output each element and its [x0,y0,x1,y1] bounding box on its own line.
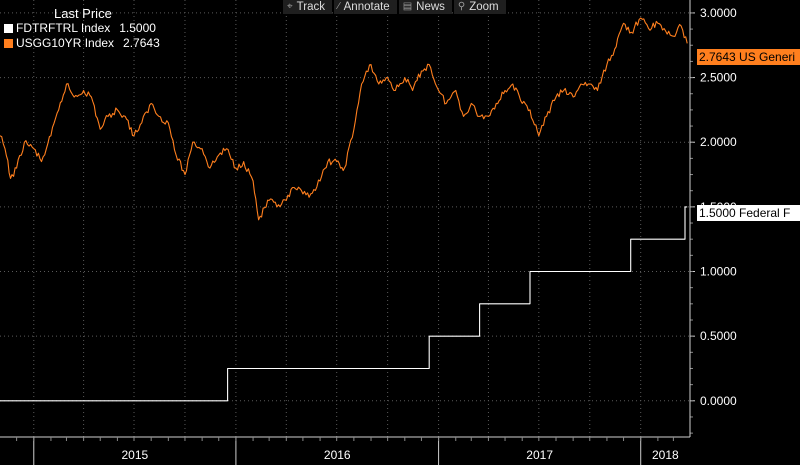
x-axis: 2015 2016 2017 2018 [0,436,690,465]
legend-label-yield: USGG10YR Index [16,36,115,50]
y-tick-label: 2.0000 [700,135,737,149]
y-tick-label: 1.0000 [700,265,737,279]
annotate-button[interactable]: ∕ Annotate [333,0,397,14]
magnifier-icon: ⚲ [457,1,466,12]
legend-title: Last Price [54,6,112,21]
y-tick-label: 2.5000 [700,71,737,85]
last-price-label-yield-text: 2.7643 US Generi [699,50,796,64]
x-axis-background [0,438,800,465]
crosshair-icon: ⌖ [287,1,293,12]
series-line-usgg10yr [0,17,688,221]
y-tick-label: 0.0000 [700,394,737,408]
series-line-fdtrftrl [0,206,688,402]
legend-label-fed: FDTRFTRL Index [16,21,111,35]
chart-toolbar: ⌖ Track ∕ Annotate ▤ News ⚲ Zoom [283,0,506,14]
legend-value-fed: 1.5000 [119,21,156,35]
last-price-label-fed-text: 1.5000 Federal F [699,206,791,220]
legend-swatch-yield [4,39,13,48]
x-tick-label: 2016 [324,448,351,462]
y-tick-label: 0.5000 [700,329,737,343]
legend-swatch-fed [4,24,13,33]
zoom-button-label: Zoom [469,1,499,13]
grid [0,0,690,437]
x-tick-label: 2018 [652,448,679,462]
news-button[interactable]: ▤ News [398,0,452,14]
zoom-button[interactable]: ⚲ Zoom [453,0,506,14]
pencil-line-icon: ∕ [337,1,340,12]
legend-value-yield: 2.7643 [123,36,160,50]
last-price-label-fed: 1.5000 Federal F [697,205,800,221]
news-button-label: News [416,1,445,13]
track-button[interactable]: ⌖ Track [283,0,332,14]
y-tick-label: 3.0000 [700,6,737,20]
annotate-button-label: Annotate [343,1,390,13]
news-icon: ▤ [402,1,413,12]
x-tick-label: 2015 [121,448,148,462]
legend-item-yield: USGG10YR Index 2.7643 [4,36,160,51]
legend: Last Price FDTRFTRL Index 1.5000 USGG10Y… [4,6,160,51]
legend-item-fed: FDTRFTRL Index 1.5000 [4,21,160,36]
track-button-label: Track [296,1,325,13]
y-axis: 3.00002.50002.00001.50001.00000.50000.00… [689,0,737,437]
series-layer [0,17,688,402]
last-price-label-yield: 2.7643 US Generi [697,49,800,65]
x-tick-label: 2017 [526,448,553,462]
x-axis-bands [0,438,800,465]
